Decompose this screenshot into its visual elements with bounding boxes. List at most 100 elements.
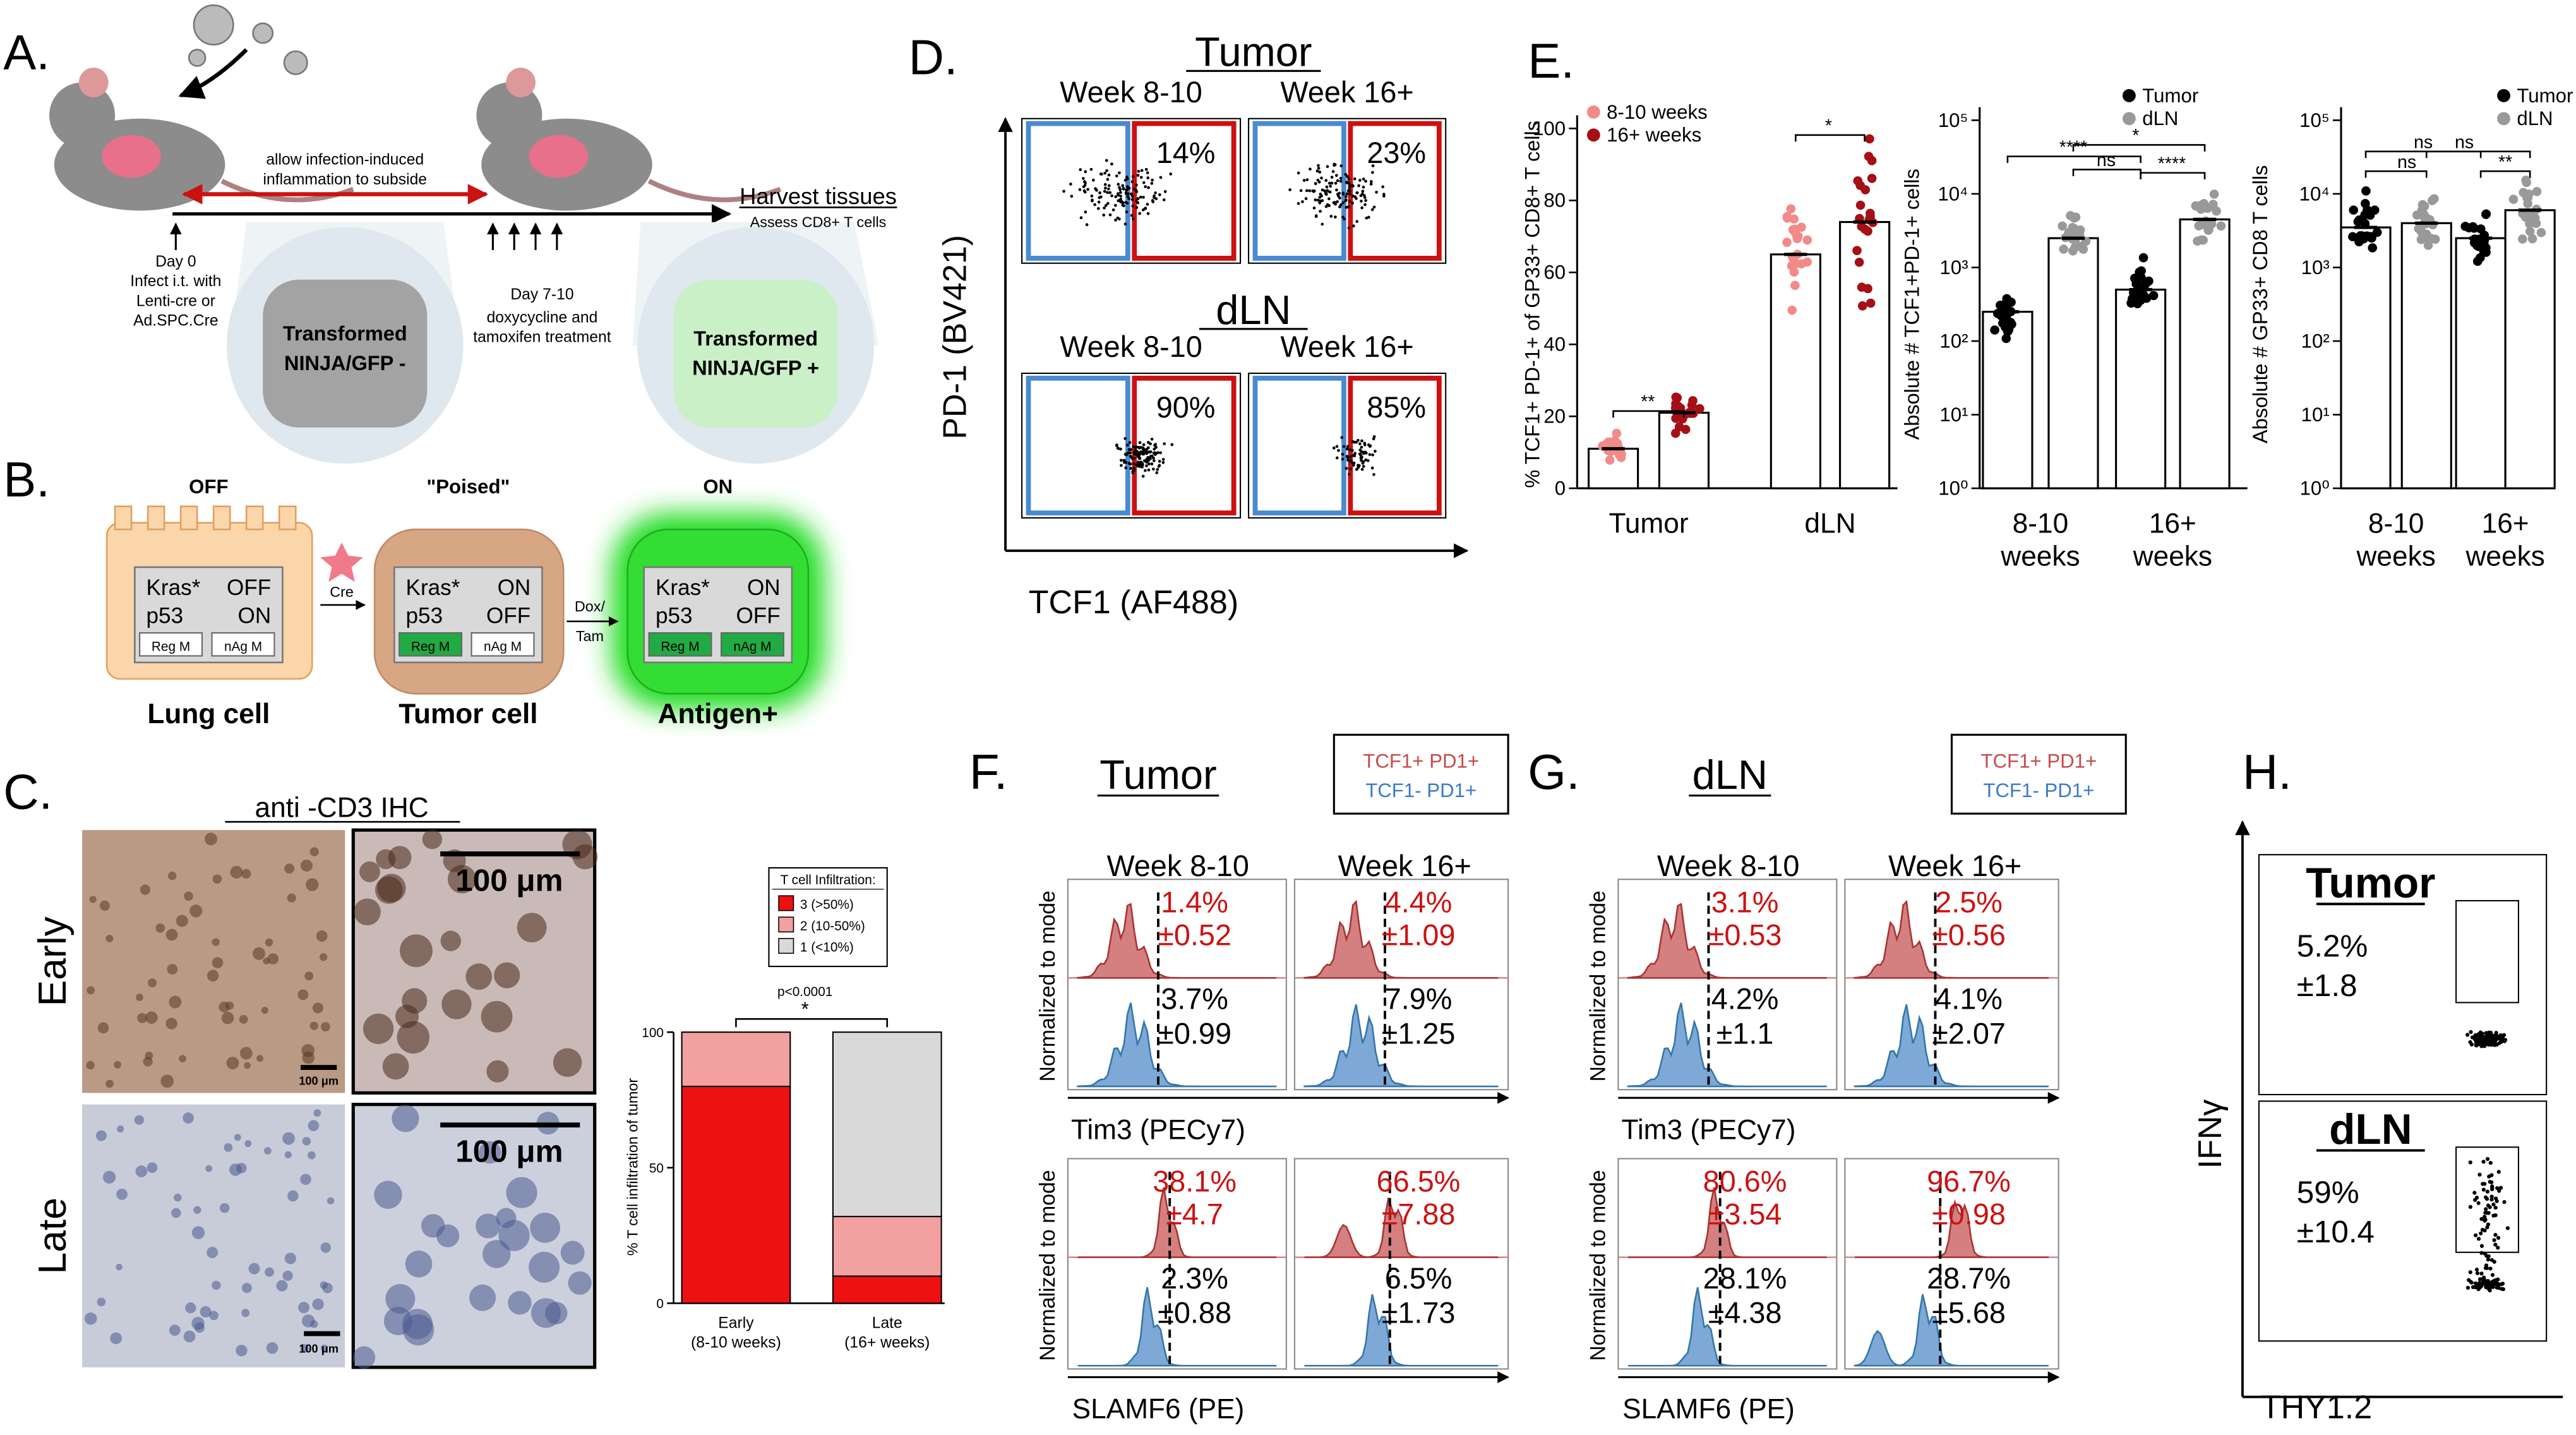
histogram	[1854, 899, 2049, 979]
panel-title: Tumor	[1099, 752, 1216, 798]
ihc-cell	[116, 1263, 123, 1271]
event-dot	[1162, 198, 1166, 201]
legend-marker	[1586, 128, 1600, 142]
label: Cre	[330, 584, 354, 600]
ihc-cell	[89, 896, 97, 903]
point	[1860, 185, 1871, 195]
ihc-cell	[241, 1309, 250, 1318]
ihc-cell	[160, 1074, 174, 1088]
gate-percent: 7.9%	[1385, 983, 1453, 1016]
event-dot	[1331, 170, 1335, 173]
axis-title: PD-1 (BV421)	[937, 235, 974, 440]
ihc-cell	[300, 1344, 309, 1353]
axis-title: Normalized to mode	[1036, 1170, 1060, 1360]
event-dot	[1381, 185, 1385, 189]
label: Kras*	[656, 575, 710, 600]
event-dot	[1360, 445, 1363, 449]
ihc-cell	[265, 1267, 275, 1277]
ihc-cell	[176, 915, 188, 927]
event-dot	[1360, 467, 1364, 471]
significance: **	[2498, 152, 2512, 172]
ihc-cell	[185, 1302, 196, 1314]
event-dot	[1125, 176, 1129, 179]
point	[2356, 231, 2365, 241]
significance: ****	[2158, 153, 2186, 174]
point	[1616, 453, 1626, 462]
event-dot	[1118, 186, 1121, 189]
event-dot	[2475, 1271, 2480, 1275]
point	[2481, 243, 2491, 253]
event-dot	[1119, 447, 1122, 451]
point	[1787, 305, 1797, 315]
ihc-cell	[261, 1007, 268, 1014]
event-dot	[1358, 452, 1362, 456]
event-dot	[1341, 201, 1345, 205]
event-dot	[1362, 185, 1365, 189]
gate-percent: 5.2%	[2297, 929, 2368, 964]
bar	[1658, 411, 1710, 489]
gate-percent: 6.5%	[1385, 1262, 1453, 1295]
event-dot	[1360, 459, 1363, 462]
gate-percent: 85%	[1367, 391, 1426, 424]
event-dot	[2476, 1201, 2481, 1205]
event-dot	[1324, 179, 1328, 183]
event-dot	[1134, 445, 1138, 449]
ihc-cell	[482, 1240, 511, 1268]
point	[2006, 297, 2016, 307]
event-dot	[2485, 1156, 2490, 1162]
event-dot	[2483, 1215, 2487, 1219]
ihc-cell	[179, 1055, 186, 1062]
legend-swatch	[778, 895, 794, 911]
gate-percent: 3.1%	[1711, 886, 1779, 918]
ihc-cell	[508, 1291, 532, 1315]
scale-bar	[304, 1331, 340, 1336]
event-dot	[1345, 467, 1348, 470]
y-tick-label: 0	[656, 1297, 664, 1311]
gate-percent: 2.3%	[1161, 1262, 1228, 1295]
event-dot	[2489, 1180, 2494, 1184]
ihc-cell	[469, 1284, 496, 1311]
event-dot	[2469, 1042, 2474, 1047]
ihc-cell	[572, 844, 598, 870]
event-dot	[1304, 197, 1308, 200]
point	[2417, 200, 2428, 210]
event-dot	[1089, 167, 1093, 171]
event-dot	[1135, 183, 1138, 187]
gate-percent: 4.4%	[1385, 886, 1453, 918]
event-dot	[1139, 445, 1142, 449]
label: NINJA/GFP +	[692, 357, 819, 380]
y-tick-label: 0	[1555, 477, 1566, 500]
event-dot	[2496, 1170, 2501, 1174]
point	[2361, 198, 2370, 208]
event-dot	[1329, 184, 1333, 188]
event-dot	[1369, 183, 1373, 186]
event-dot	[1317, 164, 1320, 167]
point	[1793, 231, 1803, 241]
event-dot	[2484, 1207, 2488, 1211]
gene-block	[139, 632, 203, 657]
event-dot	[1348, 200, 1351, 203]
event-dot	[1154, 191, 1157, 195]
event-dot	[2484, 1031, 2488, 1035]
ihc-cell	[362, 1013, 394, 1044]
event-dot	[1106, 191, 1109, 195]
event-dot	[1146, 176, 1150, 179]
event-dot	[1375, 190, 1378, 194]
event-dot	[1106, 201, 1110, 205]
ihc-cell	[382, 1053, 409, 1080]
event-dot	[1144, 185, 1147, 188]
ihc-cell	[352, 1346, 376, 1369]
event-dot	[1122, 187, 1125, 191]
event-dot	[1344, 195, 1348, 198]
gate-sd: ±2.07	[1932, 1017, 2006, 1050]
legend-label: Tumor	[2517, 85, 2573, 107]
mouse-head	[476, 82, 542, 148]
week-label: Week 16+	[1338, 850, 1471, 882]
event-dot	[1336, 193, 1339, 196]
label: p<0.0001	[777, 985, 832, 999]
point	[1860, 224, 1870, 234]
event-dot	[1106, 177, 1110, 181]
cell-state: OFF	[189, 476, 228, 498]
event-dot	[1353, 195, 1357, 198]
axis-title: Normalized to mode	[1586, 891, 1610, 1081]
